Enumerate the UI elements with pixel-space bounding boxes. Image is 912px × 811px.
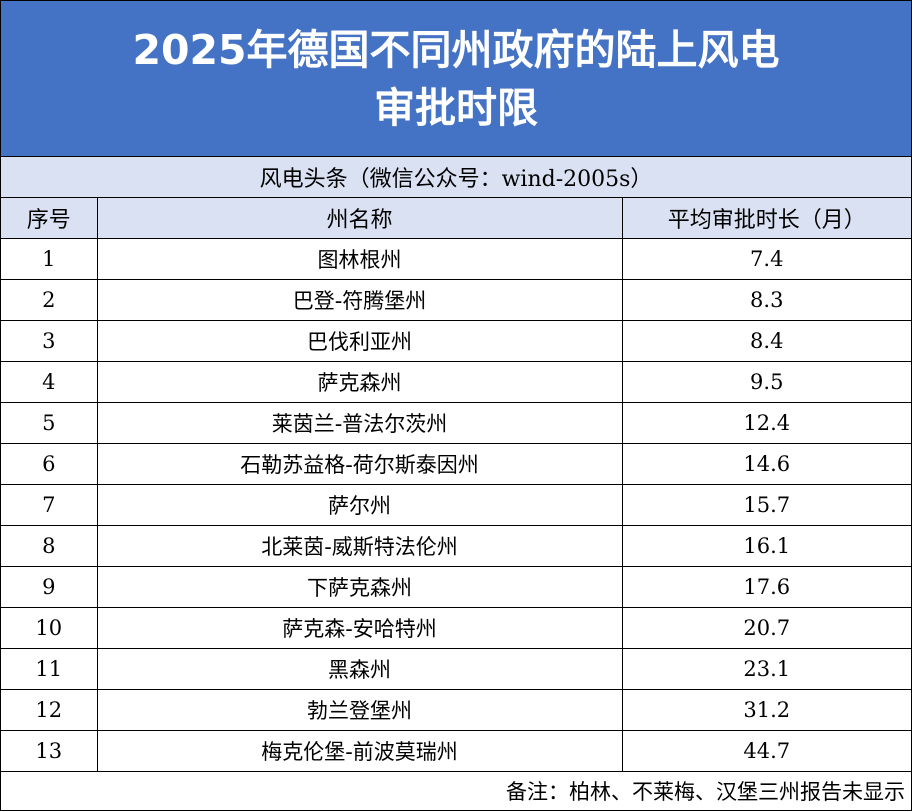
column-header-index: 序号 [1, 198, 98, 239]
table-row: 4 萨克森州 9.5 [1, 361, 911, 403]
table-row: 12 勃兰登堡州 31.2 [1, 689, 911, 731]
row-months-cell: 23.1 [621, 648, 911, 690]
row-index-cell: 4 [1, 361, 98, 403]
footnote: 备注：柏林、不莱梅、汉堡三州报告未显示 [506, 780, 905, 804]
table-row: 2 巴登-符腾堡州 8.3 [1, 279, 911, 321]
row-months-cell: 8.4 [621, 320, 911, 362]
row-months-cell: 44.7 [621, 730, 911, 772]
row-index-cell: 6 [1, 443, 98, 485]
table-row: 3 巴伐利亚州 8.4 [1, 320, 911, 362]
row-months-cell: 20.7 [621, 607, 911, 649]
row-months-cell: 12.4 [621, 402, 911, 444]
row-months-cell: 9.5 [621, 361, 911, 403]
row-state-cell: 梅克伦堡-前波莫瑞州 [96, 730, 623, 772]
title-line-2: 审批时限 [374, 83, 538, 132]
row-index-cell: 2 [1, 279, 98, 321]
row-state-cell: 莱茵兰-普法尔茨州 [96, 402, 623, 444]
row-state-cell: 萨尔州 [96, 484, 623, 526]
row-state-cell: 黑森州 [96, 648, 623, 690]
table-row: 8 北莱茵-威斯特法伦州 16.1 [1, 525, 911, 567]
row-index-cell: 5 [1, 402, 98, 444]
row-index-cell: 1 [1, 238, 98, 280]
row-index-cell: 9 [1, 566, 98, 608]
table-header-row: 序号 州名称 平均审批时长（月） [1, 198, 911, 239]
table-row: 11 黑森州 23.1 [1, 648, 911, 690]
table-row: 1 图林根州 7.4 [1, 238, 911, 280]
source-subtitle: 风电头条（微信公众号：wind-2005s） [1, 157, 911, 198]
row-index-cell: 13 [1, 730, 98, 772]
row-index-cell: 11 [1, 648, 98, 690]
approval-time-table: 序号 州名称 平均审批时长（月） 1 图林根州 7.4 2 巴登-符腾堡州 8.3 3 巴伐利… [1, 198, 911, 772]
row-months-cell: 15.7 [621, 484, 911, 526]
column-header-months: 平均审批时长（月） [621, 198, 911, 239]
table-row: 6 石勒苏益格-荷尔斯泰因州 14.6 [1, 443, 911, 485]
title-line-1: 2025年德国不同州政府的陆上风电 [132, 25, 780, 74]
row-index-cell: 7 [1, 484, 98, 526]
table-row: 7 萨尔州 15.7 [1, 484, 911, 526]
row-state-cell: 巴伐利亚州 [96, 320, 623, 362]
row-months-cell: 8.3 [621, 279, 911, 321]
row-index-cell: 8 [1, 525, 98, 567]
row-state-cell: 萨克森-安哈特州 [96, 607, 623, 649]
row-state-cell: 石勒苏益格-荷尔斯泰因州 [96, 443, 623, 485]
row-months-cell: 7.4 [621, 238, 911, 280]
table-row: 5 莱茵兰-普法尔茨州 12.4 [1, 402, 911, 444]
row-state-cell: 巴登-符腾堡州 [96, 279, 623, 321]
row-months-cell: 31.2 [621, 689, 911, 731]
row-index-cell: 10 [1, 607, 98, 649]
table-row: 10 萨克森-安哈特州 20.7 [1, 607, 911, 649]
column-header-state: 州名称 [96, 198, 623, 239]
row-state-cell: 下萨克森州 [96, 566, 623, 608]
row-state-cell: 勃兰登堡州 [96, 689, 623, 731]
title-banner: 2025年德国不同州政府的陆上风电 审批时限 [1, 1, 911, 157]
row-state-cell: 萨克森州 [96, 361, 623, 403]
table-row: 13 梅克伦堡-前波莫瑞州 44.7 [1, 730, 911, 772]
row-months-cell: 14.6 [621, 443, 911, 485]
row-index-cell: 3 [1, 320, 98, 362]
row-state-cell: 北莱茵-威斯特法伦州 [96, 525, 623, 567]
table-row: 9 下萨克森州 17.6 [1, 566, 911, 608]
row-months-cell: 16.1 [621, 525, 911, 567]
row-state-cell: 图林根州 [96, 238, 623, 280]
row-index-cell: 12 [1, 689, 98, 731]
table-body: 1 图林根州 7.4 2 巴登-符腾堡州 8.3 3 巴伐利亚州 8.4 4 萨克森州 9.5 5 莱茵兰… [1, 238, 911, 772]
row-months-cell: 17.6 [621, 566, 911, 608]
